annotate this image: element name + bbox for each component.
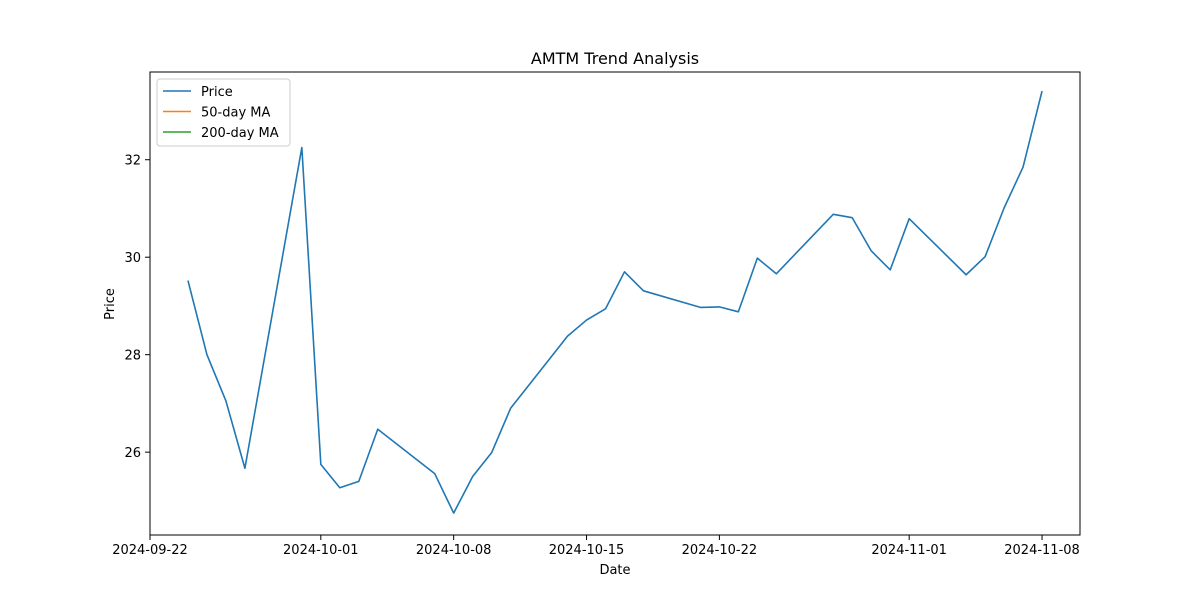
legend-label-0: Price: [201, 85, 233, 100]
legend-label-2: 200-day MA: [201, 126, 279, 141]
x-axis-label: Date: [599, 563, 630, 578]
y-tick-label: 32: [124, 154, 141, 169]
series-layer: [187, 90, 1043, 514]
y-tick-label: 26: [124, 446, 141, 461]
y-tick-label: 30: [124, 251, 141, 266]
plot-area-frame: [149, 71, 1081, 536]
legend-label-1: 50-day MA: [201, 106, 270, 121]
x-tick-label: 2024-10-15: [549, 543, 625, 558]
x-tick-label: 2024-11-08: [1004, 543, 1080, 558]
y-axis-label: Price: [103, 288, 118, 320]
legend-box: [156, 78, 291, 147]
x-tick-label: 2024-10-08: [416, 543, 492, 558]
chart-title: AMTM Trend Analysis: [531, 49, 699, 68]
x-tick-label: 2024-10-01: [283, 543, 359, 558]
x-tick-label: 2024-11-01: [871, 543, 947, 558]
x-tick-label: 2024-10-22: [682, 543, 758, 558]
legend: Price 50-day MA 200-day MA: [156, 78, 291, 147]
y-tick-label: 28: [124, 349, 141, 364]
x-axis-ticks: 2024-09-22 2024-10-01 2024-10-08 2024-10-15…: [112, 535, 1080, 558]
series-line-0: [187, 90, 1043, 514]
y-axis-ticks: 26 28 30 32: [124, 154, 150, 461]
x-tick-label: 2024-09-22: [112, 543, 188, 558]
